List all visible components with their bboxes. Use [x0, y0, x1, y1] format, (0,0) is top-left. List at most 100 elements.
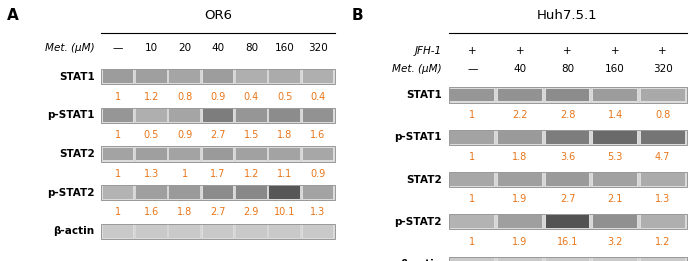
Text: 4.7: 4.7: [655, 152, 671, 162]
Text: JFH-1: JFH-1: [415, 46, 442, 56]
Text: 20: 20: [178, 43, 191, 53]
Bar: [136, 186, 167, 199]
Bar: [451, 173, 494, 186]
Text: 1.3: 1.3: [655, 194, 671, 204]
Bar: [303, 70, 333, 83]
Bar: [101, 185, 335, 200]
Text: 2.8: 2.8: [560, 110, 575, 120]
Bar: [269, 109, 300, 122]
Text: 1.6: 1.6: [310, 130, 326, 140]
Bar: [448, 87, 687, 103]
Text: 40: 40: [212, 43, 225, 53]
Text: 320: 320: [653, 64, 673, 74]
Bar: [451, 131, 494, 144]
Text: 3.6: 3.6: [560, 152, 575, 162]
Bar: [498, 131, 542, 144]
Bar: [498, 89, 542, 101]
Text: STAT1: STAT1: [406, 90, 442, 100]
Bar: [641, 131, 684, 144]
Bar: [269, 186, 300, 199]
Text: A: A: [7, 8, 19, 23]
Bar: [451, 216, 494, 228]
Text: +: +: [658, 46, 667, 56]
Text: 1.5: 1.5: [244, 130, 259, 140]
Bar: [101, 224, 335, 239]
Bar: [101, 146, 335, 162]
Text: +: +: [468, 46, 477, 56]
Bar: [546, 216, 589, 228]
Text: 2.7: 2.7: [210, 130, 226, 140]
Text: 1: 1: [115, 169, 121, 179]
Bar: [103, 148, 133, 160]
Text: OR6: OR6: [204, 9, 232, 22]
Bar: [203, 186, 233, 199]
Text: 0.4: 0.4: [310, 92, 326, 102]
Bar: [136, 148, 167, 160]
Text: 1.6: 1.6: [144, 207, 159, 217]
Text: 0.9: 0.9: [310, 169, 326, 179]
Text: 80: 80: [561, 64, 574, 74]
Text: 16.1: 16.1: [557, 237, 578, 247]
Text: STAT1: STAT1: [59, 72, 95, 82]
Text: 1.9: 1.9: [512, 194, 528, 204]
Text: 320: 320: [308, 43, 328, 53]
Text: p-STAT2: p-STAT2: [394, 217, 442, 227]
Text: p-STAT1: p-STAT1: [394, 132, 442, 142]
Bar: [170, 186, 200, 199]
Bar: [641, 173, 684, 186]
Bar: [546, 131, 589, 144]
Bar: [451, 89, 494, 101]
Bar: [641, 216, 684, 228]
Bar: [101, 69, 335, 84]
Bar: [593, 131, 637, 144]
Bar: [203, 70, 233, 83]
Bar: [269, 70, 300, 83]
Text: 2.1: 2.1: [607, 194, 623, 204]
Text: 1: 1: [181, 169, 188, 179]
Bar: [170, 70, 200, 83]
Text: 2.2: 2.2: [512, 110, 528, 120]
Bar: [451, 258, 494, 261]
Bar: [203, 109, 233, 122]
Text: +: +: [515, 46, 524, 56]
Text: 5.3: 5.3: [607, 152, 623, 162]
Bar: [546, 173, 589, 186]
Text: 2.7: 2.7: [560, 194, 575, 204]
Text: —: —: [113, 43, 124, 53]
Bar: [103, 70, 133, 83]
Text: 10: 10: [145, 43, 158, 53]
Bar: [546, 89, 589, 101]
Bar: [593, 216, 637, 228]
Bar: [448, 257, 687, 261]
Text: 0.9: 0.9: [177, 130, 193, 140]
Text: 0.9: 0.9: [210, 92, 226, 102]
Bar: [170, 109, 200, 122]
Bar: [236, 109, 267, 122]
Text: STAT2: STAT2: [59, 149, 95, 159]
Text: 1.3: 1.3: [144, 169, 159, 179]
Bar: [448, 172, 687, 187]
Bar: [101, 108, 335, 123]
Text: 1: 1: [469, 194, 475, 204]
Text: 0.8: 0.8: [655, 110, 671, 120]
Bar: [269, 148, 300, 160]
Bar: [498, 216, 542, 228]
Text: 10.1: 10.1: [274, 207, 295, 217]
Bar: [303, 148, 333, 160]
Bar: [103, 109, 133, 122]
Bar: [236, 225, 267, 238]
Text: 1: 1: [469, 152, 475, 162]
Bar: [103, 225, 133, 238]
Text: 80: 80: [245, 43, 258, 53]
Bar: [103, 186, 133, 199]
Text: 160: 160: [275, 43, 295, 53]
Text: B: B: [352, 8, 364, 23]
Text: p-STAT1: p-STAT1: [47, 110, 95, 120]
Bar: [170, 225, 200, 238]
Bar: [641, 258, 684, 261]
Text: 1: 1: [115, 92, 121, 102]
Text: 0.5: 0.5: [277, 92, 293, 102]
Text: 1.2: 1.2: [144, 92, 159, 102]
Text: β-actin: β-actin: [54, 226, 95, 236]
Bar: [136, 109, 167, 122]
